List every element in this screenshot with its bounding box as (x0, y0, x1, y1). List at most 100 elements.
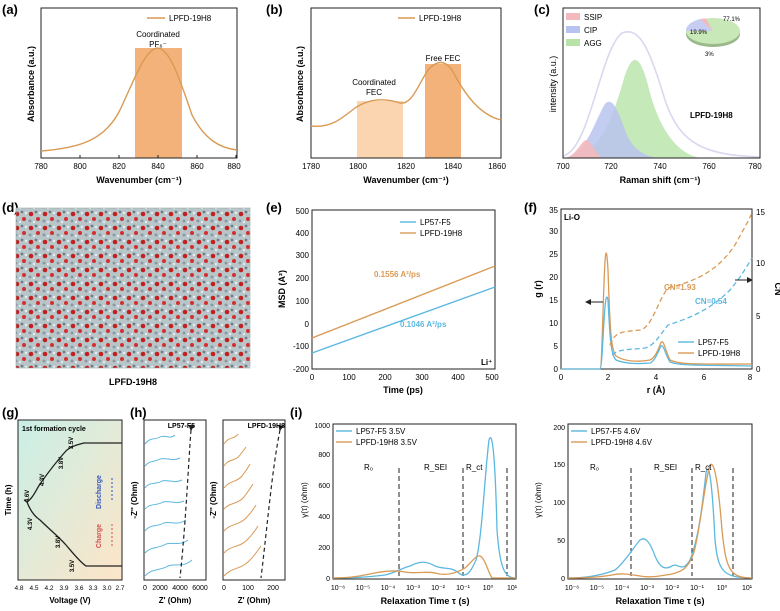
panel-a-letter: (a) (2, 2, 18, 17)
ion-label: Li⁺ (481, 358, 492, 367)
panel-d-letter: (d) (2, 200, 19, 215)
x-axis: 0 2 4 6 8 (559, 373, 753, 382)
panel-b-letter: (b) (266, 2, 283, 17)
x-tick-label: 840 (151, 162, 165, 171)
y-axis-label-right: CN (773, 283, 780, 296)
series-line-lp57-f5 (311, 286, 496, 354)
pie-chart: 77.1% 19.9% 3% (685, 17, 741, 58)
y-tick-label: 100 (553, 500, 565, 507)
x-axis: 1780 1800 1820 1840 1860 (302, 162, 506, 171)
voltage-label: 4.6V (25, 490, 31, 502)
series-line-lpfd-19h8-4-6v (567, 463, 753, 579)
y-tick-label: 0 (305, 320, 310, 329)
legend-label: LPFD-19H8 3.5V (356, 438, 418, 447)
series-line-lp57-f5-4-6v (567, 468, 753, 579)
legend-label: LP57-F5 4.6V (591, 427, 641, 436)
x-axis: 0 100 200 300 400 500 (310, 373, 499, 382)
y-tick-label: -200 (293, 365, 310, 374)
free-fec-band (425, 64, 461, 158)
panel-d: (d) LPFD-19H8 (2, 200, 251, 387)
nyquist-trace (144, 559, 193, 577)
x-tick-label: 10⁰ (483, 584, 494, 592)
x-tick-label: 3.6 (74, 585, 83, 592)
y-tick-label: 15 (549, 296, 558, 305)
legend-label: LPFD-19H8 (169, 14, 212, 23)
legend-label: LPFD-19H8 (698, 349, 741, 358)
voltage-label: 4.3V (40, 474, 46, 486)
annotation-pf6: PF₆⁻ (149, 40, 167, 49)
x-tick-label: 780 (748, 162, 762, 171)
right-title: LPFD-19H8 (248, 423, 285, 430)
annotation-coordinated: Coordinated (352, 78, 396, 87)
nyquist-trace (223, 504, 257, 532)
x-tick-label: 10⁻⁴ (381, 585, 396, 592)
x-tick-label: 500 (485, 373, 499, 382)
y-axis-label: intensity (a.u.) (548, 56, 558, 113)
x-tick-label: 10⁻² (665, 585, 679, 592)
y-tick-label: 600 (318, 483, 330, 490)
legend-label: SSIP (584, 13, 602, 22)
region-label: R_ct (695, 463, 712, 472)
x-axis-label: Wavenumber (cm⁻¹) (96, 175, 181, 185)
voltage-label: 3.8V (59, 457, 65, 469)
x-tick-label: 10⁻⁶ (565, 585, 579, 592)
y-axis: 0 50 100 150 200 (553, 425, 565, 583)
x-tick-label: 4.5 (29, 585, 38, 592)
x-tick-label: 400 (451, 373, 465, 382)
x-tick-label: 4.2 (44, 585, 53, 592)
panel-i-right-frame (567, 423, 753, 580)
nyquist-trace (223, 545, 262, 577)
panel-g-letter: (g) (2, 405, 19, 420)
panel-a-frame (40, 7, 238, 159)
y-axis: -200 -100 0 100 200 300 400 500 (293, 207, 310, 374)
y-axis-label: γ(τ) (ohm) (534, 482, 543, 518)
nyquist-trace (223, 483, 254, 510)
x-tick-label: 2000 (152, 585, 168, 592)
y-tick-label: 5 (554, 342, 559, 351)
legend-swatch-agg (566, 39, 580, 46)
y-tick-label: 0 (326, 576, 330, 583)
y-axis-label: Absorbance (a.u.) (295, 46, 305, 122)
pair-label: Li-O (564, 213, 580, 222)
x-axis-label: Relaxation Time τ (s) (616, 596, 705, 606)
y-tick-label: 500 (296, 207, 310, 216)
y-tick-label: 35 (549, 206, 558, 215)
panel-e: (e) LP57-F5 LPFD-19H8 0.1556 A²/ps 0.104… (266, 200, 499, 395)
panel-h-left-frame (143, 419, 207, 581)
molecular-snapshot (16, 208, 250, 368)
y-tick-label: 5 (756, 312, 761, 321)
x-tick-label: 10⁻² (431, 585, 445, 592)
x-tick-label: 0 (559, 373, 564, 382)
annotation-coordinated: Coordinated (136, 30, 180, 39)
cn-annotation-blue: CN=0.54 (695, 297, 727, 306)
panel-h-letter: (h) (130, 405, 147, 420)
simulation-box (15, 207, 251, 369)
panel-c-frame (562, 7, 761, 159)
legend-label: AGG (584, 39, 602, 48)
panel-i-left-frame (332, 423, 517, 580)
panel-f: (f) Li-O CN=1.93 CN=0.54 LP57-F5 LPFD-19… (524, 200, 780, 395)
x-tick-label: 1820 (397, 162, 415, 171)
panel-b: (b) LPFD-19H8 Coordinated FEC Free FEC 1… (266, 2, 506, 185)
x-axis: 780 800 820 840 860 880 (34, 155, 241, 171)
y-axis-left: 0 5 10 15 20 25 30 35 (549, 206, 558, 374)
y-axis-label-left: g (r) (533, 280, 543, 298)
y-tick-label: 50 (557, 538, 565, 545)
snapshot-caption: LPFD-19H8 (109, 377, 157, 387)
nyquist-trace (223, 463, 251, 489)
trend-arrow-right (260, 424, 284, 579)
y-tick-label: 800 (318, 452, 330, 459)
y-tick-label: 0 (554, 365, 559, 374)
series-line-lpfd-19h8 (311, 265, 496, 339)
voltage-label: 3.5V (69, 437, 75, 449)
discharge-curve (23, 442, 122, 503)
x-tick-label: 10⁻¹ (456, 585, 470, 592)
nyquist-trace (223, 525, 259, 554)
panel-e-frame (311, 209, 496, 370)
region-label: R_ct (466, 463, 483, 472)
y-axis-label: MSD (A²) (277, 270, 287, 308)
y-tick-label: 20 (549, 273, 558, 282)
y-tick-label: 30 (549, 227, 558, 236)
panel-c: (c) SSIP CIP AGG 77.1% 19.9% 3% LPFD-19H… (534, 2, 762, 185)
x-tick-label: 4 (654, 373, 659, 382)
